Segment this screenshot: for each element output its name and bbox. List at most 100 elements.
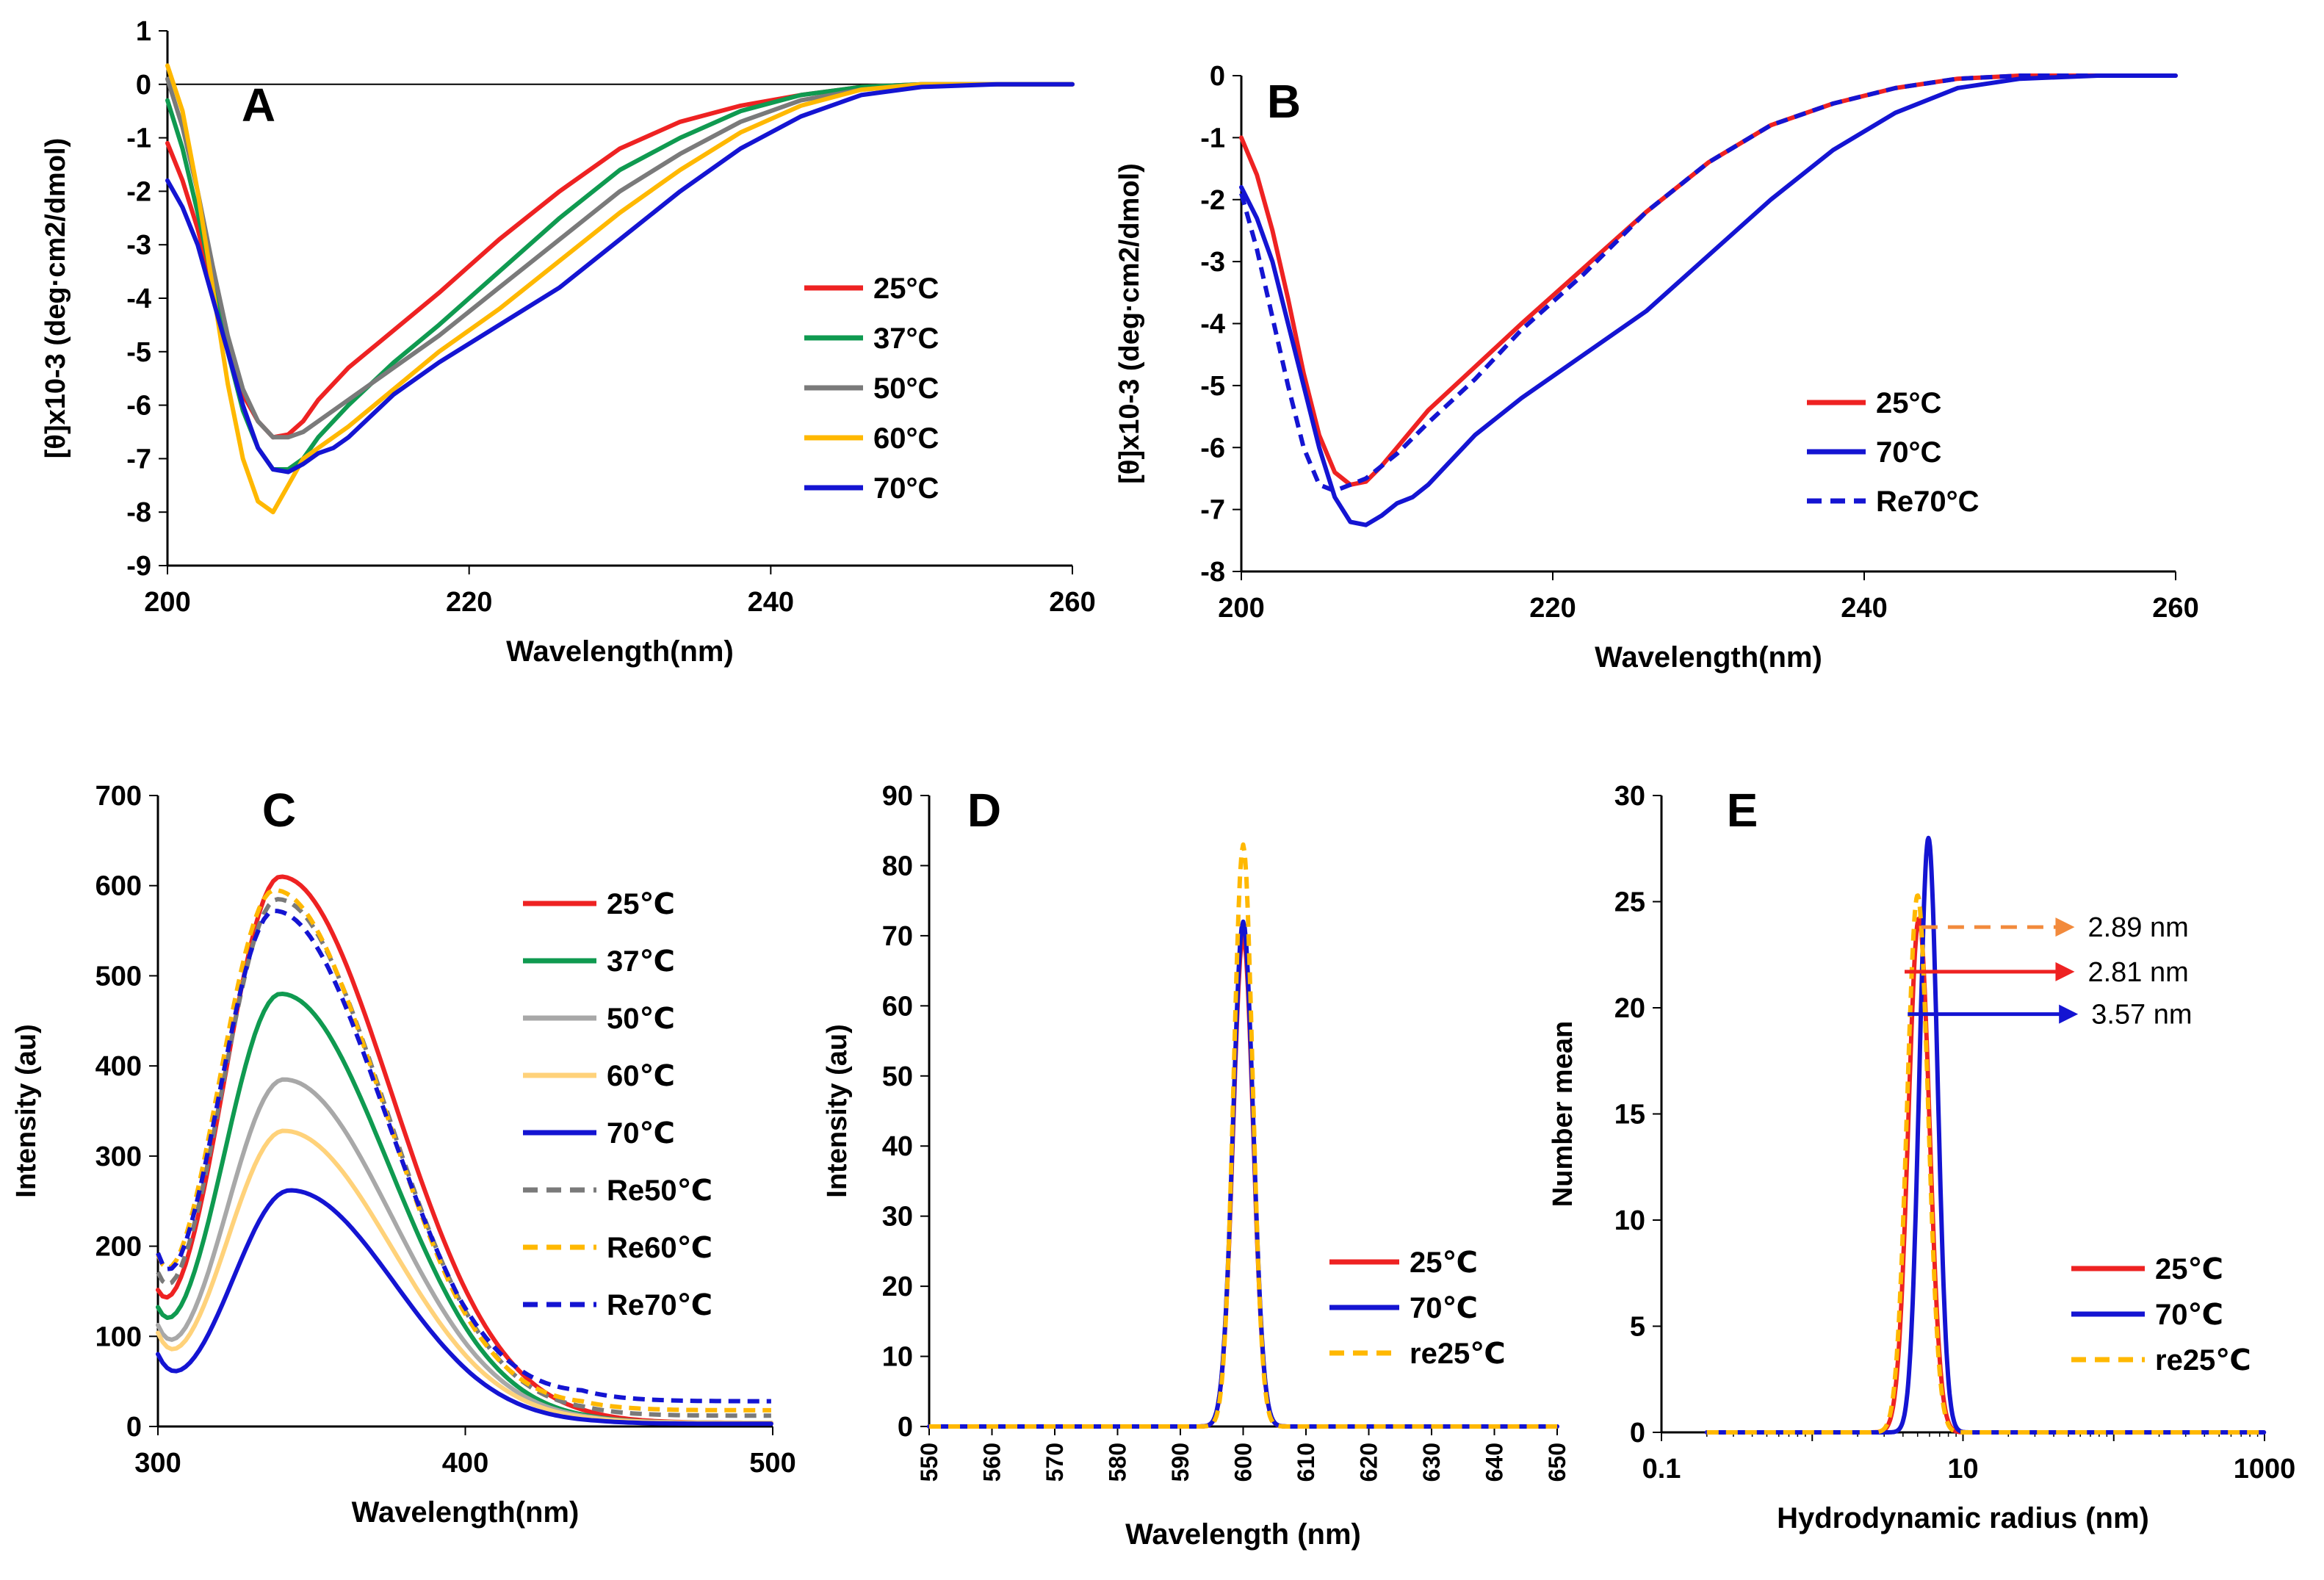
y-tick-label: 10 [882, 1342, 913, 1373]
y-tick-label: 1 [136, 16, 151, 47]
x-tick-label: 240 [1841, 593, 1887, 624]
x-tick-label: 570 [1042, 1443, 1068, 1482]
x-axis-label: Wavelength(nm) [506, 635, 734, 668]
legend-label: 25℃ [1410, 1247, 1478, 1279]
annotation-arrow-head [2055, 962, 2075, 981]
legend-label: 25℃ [607, 888, 675, 920]
y-tick-label: -3 [1200, 247, 1225, 278]
panel-c: 0 100 200 300 400 500 600 700 300 400 500 Wavelengt… [11, 781, 796, 1529]
annotation-arrow-head [2055, 917, 2075, 937]
x-axis-label: Wavelength(nm) [1595, 641, 1822, 674]
y-tick-label: 10 [1614, 1205, 1645, 1236]
x-tick-label: 550 [916, 1443, 942, 1482]
y-tick-label: 400 [95, 1051, 142, 1082]
legend-label: re25℃ [2155, 1344, 2251, 1377]
legend-label: 37℃ [607, 945, 675, 978]
panel-letter: B [1267, 75, 1301, 128]
x-tick-label: 200 [144, 587, 190, 618]
series-line [1705, 893, 2266, 1435]
panel-a: -9 -8 -7 -6 -5 -4 -3 -2 -1 0 1 200 220 240 260 Waveleng… [40, 16, 1096, 668]
legend-label: Re70℃ [607, 1289, 712, 1321]
y-tick-label: 0 [1210, 61, 1225, 92]
legend-label: 50℃ [607, 1003, 675, 1035]
panel-letter: D [967, 784, 1001, 837]
x-axis-label: Hydrodynamic radius (nm) [1777, 1502, 2149, 1534]
series-line [1239, 73, 2176, 494]
legend-label: 50°C [873, 372, 939, 405]
x-tick-label: 590 [1167, 1443, 1194, 1482]
annotation-label: 3.57 nm [2091, 1000, 2192, 1031]
legend-label: 37°C [873, 322, 939, 355]
y-tick-label: 30 [882, 1202, 913, 1233]
y-axis-label: Intensity (au) [822, 1024, 853, 1197]
y-tick-label: 90 [882, 781, 913, 812]
y-tick-label: 0 [898, 1412, 913, 1443]
legend-label: 60°C [873, 422, 939, 455]
y-tick-label: -5 [126, 337, 151, 368]
series-line [165, 82, 1075, 475]
y-tick-label: 700 [95, 781, 142, 812]
legend-label: 25°C [1876, 387, 1941, 419]
panel-letter: E [1727, 784, 1758, 837]
y-axis-label: Intensity (au) [11, 1024, 42, 1197]
legend-label: Re60℃ [607, 1232, 712, 1264]
panel-d: 0 10 20 30 40 50 60 70 80 90 550 560 570 580 590 600 610… [822, 781, 1570, 1551]
x-tick-label: 260 [1049, 587, 1095, 618]
legend-label: 25°C [873, 273, 939, 305]
x-tick-label: 240 [748, 587, 794, 618]
y-tick-label: -5 [1200, 371, 1225, 402]
series-line [156, 887, 771, 1413]
y-tick-label: -2 [1200, 185, 1225, 216]
series-line [165, 63, 1075, 515]
annotation-label: 2.89 nm [2087, 912, 2188, 943]
y-tick-label: -1 [126, 123, 151, 154]
y-tick-label: 0 [136, 70, 151, 101]
y-tick-label: 500 [95, 961, 142, 992]
x-tick-label: 560 [979, 1443, 1006, 1482]
y-tick-label: 60 [882, 991, 913, 1022]
y-axis-label: Number mean [1548, 1021, 1578, 1207]
y-tick-label: 300 [95, 1141, 142, 1172]
y-axis-label: [θ]x10-3 (deg·cm2/dmol) [1114, 163, 1145, 484]
y-tick-label: 20 [1614, 993, 1645, 1024]
y-tick-label: 70 [882, 921, 913, 952]
y-tick-label: 15 [1614, 1100, 1645, 1130]
y-tick-label: 30 [1614, 781, 1645, 812]
x-tick-label: 10 [1947, 1454, 1978, 1485]
y-tick-label: -4 [126, 284, 151, 314]
y-tick-label: 600 [95, 871, 142, 902]
y-tick-label: -1 [1200, 123, 1225, 154]
x-tick-label: 220 [446, 587, 492, 618]
panel-letter: A [242, 79, 275, 131]
y-tick-label: 0 [1630, 1418, 1645, 1449]
x-tick-label: 580 [1105, 1443, 1131, 1482]
legend-label: 70℃ [1410, 1292, 1478, 1324]
x-tick-label: 300 [134, 1448, 181, 1479]
x-tick-label: 500 [749, 1448, 795, 1479]
y-tick-label: 80 [882, 851, 913, 881]
legend-label: 70°C [1876, 436, 1941, 469]
y-tick-label: -4 [1200, 309, 1225, 340]
panel-b: -8 -7 -6 -5 -4 -3 -2 -1 0 200 220 240 260 Wavelength(… [1114, 61, 2199, 674]
x-tick-label: 600 [1230, 1443, 1257, 1482]
x-tick-label: 640 [1482, 1443, 1508, 1482]
y-tick-label: -7 [1200, 495, 1225, 526]
series-line [165, 76, 1075, 440]
y-tick-label: 200 [95, 1232, 142, 1263]
y-tick-label: -9 [126, 551, 151, 582]
y-tick-label: 40 [882, 1131, 913, 1162]
series-line [928, 842, 1558, 1429]
series-line [156, 1188, 773, 1426]
x-tick-label: 0.1 [1642, 1454, 1681, 1485]
x-tick-label: 260 [2152, 593, 2198, 624]
legend-label: 70°C [873, 472, 939, 505]
y-tick-label: -6 [1200, 433, 1225, 463]
series-line [156, 909, 771, 1404]
legend-label: 70℃ [2155, 1299, 2223, 1331]
y-tick-label: -8 [126, 497, 151, 528]
y-tick-label: 0 [126, 1412, 142, 1443]
legend-label: 70℃ [607, 1117, 675, 1150]
y-tick-label: 100 [95, 1321, 142, 1352]
x-tick-label: 620 [1356, 1443, 1382, 1482]
